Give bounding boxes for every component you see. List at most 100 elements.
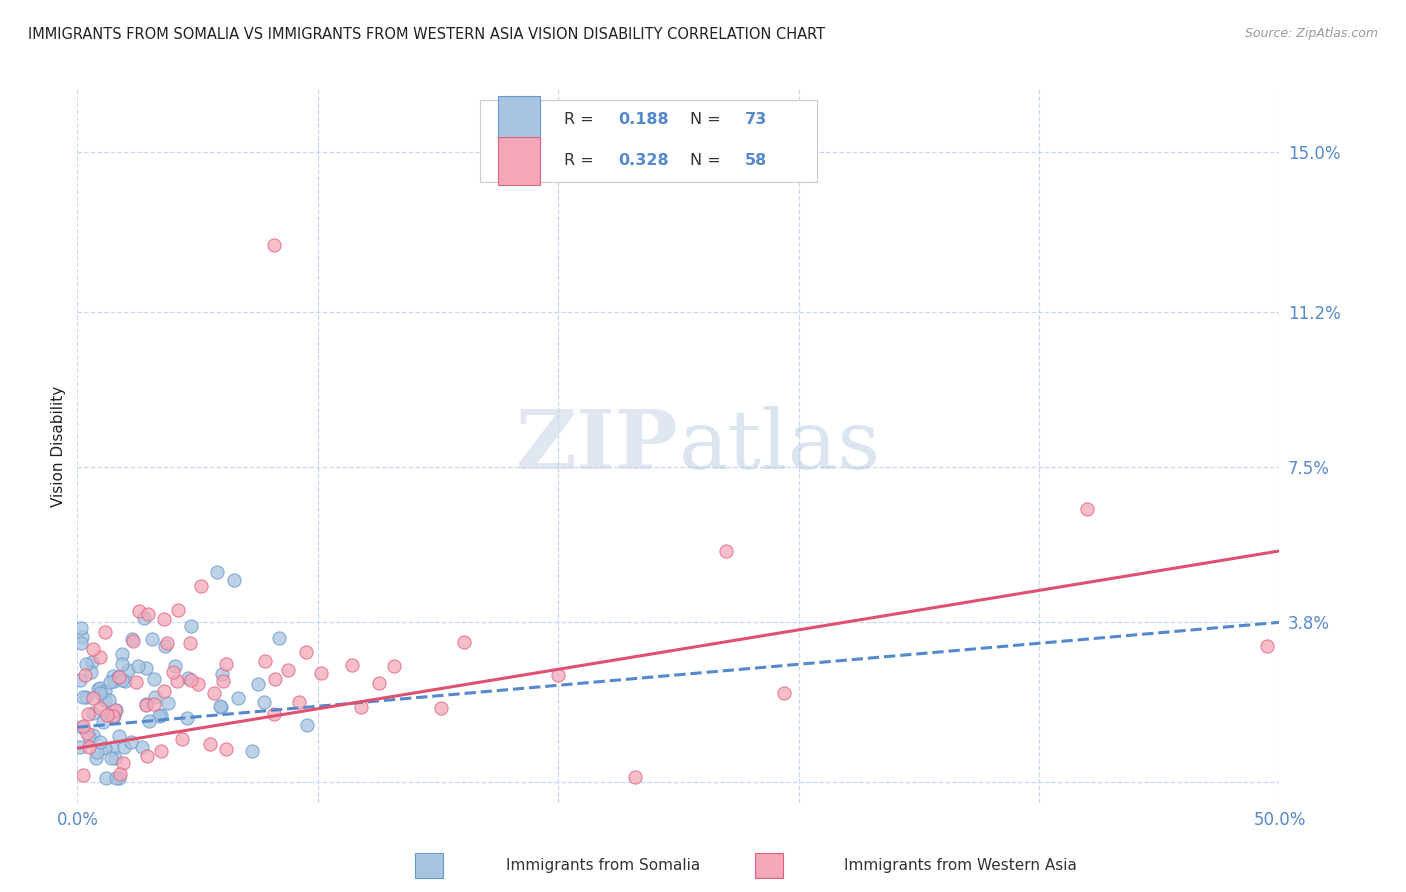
Point xyxy=(264,672,287,686)
Point xyxy=(125,675,148,690)
Point xyxy=(215,741,238,756)
Point xyxy=(131,740,153,755)
Point xyxy=(110,767,132,781)
Point xyxy=(138,714,160,728)
Point xyxy=(142,673,165,687)
Point xyxy=(204,685,226,699)
Point xyxy=(70,636,93,650)
Point xyxy=(148,709,170,723)
Point xyxy=(111,673,134,687)
Point xyxy=(211,700,233,714)
Point xyxy=(101,708,124,723)
Point xyxy=(76,726,98,740)
Point xyxy=(246,677,269,691)
Point xyxy=(132,610,155,624)
Point xyxy=(187,677,209,691)
Point xyxy=(82,691,104,706)
Point xyxy=(177,671,200,685)
Bar xyxy=(498,95,540,145)
Point xyxy=(82,706,104,720)
Point xyxy=(208,699,231,714)
Point xyxy=(180,673,202,688)
Point xyxy=(143,697,166,711)
Text: 0.188: 0.188 xyxy=(619,112,669,127)
Point xyxy=(82,642,104,657)
Point xyxy=(89,649,111,664)
Point xyxy=(263,237,285,252)
Point xyxy=(429,700,451,714)
Point xyxy=(368,676,391,690)
Point xyxy=(103,674,125,689)
Point xyxy=(105,771,128,785)
Point xyxy=(121,632,143,647)
Bar xyxy=(479,100,817,182)
Point xyxy=(72,768,94,782)
Point xyxy=(172,731,194,746)
Point xyxy=(69,739,91,754)
Point xyxy=(624,770,647,784)
Point xyxy=(165,659,187,673)
Point xyxy=(215,657,238,672)
Point xyxy=(453,635,475,649)
Point xyxy=(94,741,117,756)
Point xyxy=(77,739,100,754)
Point xyxy=(100,751,122,765)
Point xyxy=(149,708,172,723)
Text: N =: N = xyxy=(690,153,727,168)
Point xyxy=(267,631,290,645)
Point xyxy=(75,690,97,704)
Point xyxy=(716,544,738,558)
Point xyxy=(152,612,174,626)
Point xyxy=(120,735,142,749)
Point xyxy=(93,714,115,729)
Point xyxy=(200,737,222,751)
Text: 0.328: 0.328 xyxy=(619,153,669,168)
Point xyxy=(156,636,179,650)
Point xyxy=(104,751,127,765)
Point xyxy=(89,686,111,700)
Point xyxy=(108,670,131,684)
Point xyxy=(226,690,249,705)
Point xyxy=(205,565,228,579)
Point xyxy=(80,655,103,669)
Point xyxy=(94,684,117,698)
Point xyxy=(295,645,318,659)
Text: Immigrants from Western Asia: Immigrants from Western Asia xyxy=(844,858,1077,872)
Point xyxy=(277,664,299,678)
Point xyxy=(149,744,172,758)
Point xyxy=(98,674,121,689)
Point xyxy=(98,706,121,720)
Point xyxy=(211,673,233,688)
Point xyxy=(166,674,188,689)
Point xyxy=(108,729,131,743)
Point xyxy=(157,697,180,711)
Point xyxy=(96,771,118,785)
Text: N =: N = xyxy=(690,112,727,127)
Point xyxy=(773,686,796,700)
Point xyxy=(79,730,101,744)
Point xyxy=(114,673,136,688)
Point xyxy=(166,602,188,616)
Point xyxy=(69,620,91,634)
Text: R =: R = xyxy=(564,153,599,168)
Point xyxy=(103,669,125,683)
Point xyxy=(89,735,111,749)
Point xyxy=(136,748,159,763)
Point xyxy=(263,706,285,721)
Point xyxy=(121,634,143,648)
Point xyxy=(547,668,569,682)
Point xyxy=(93,624,115,639)
Point xyxy=(70,720,93,734)
Point xyxy=(89,681,111,695)
Point xyxy=(288,695,311,709)
Point xyxy=(143,690,166,704)
Point xyxy=(127,659,149,673)
Point xyxy=(86,745,108,759)
Point xyxy=(75,668,97,682)
Point xyxy=(112,740,135,755)
Point xyxy=(190,578,212,592)
Point xyxy=(72,719,94,733)
Text: Source: ZipAtlas.com: Source: ZipAtlas.com xyxy=(1244,27,1378,40)
Point xyxy=(93,693,115,707)
Point xyxy=(84,751,107,765)
